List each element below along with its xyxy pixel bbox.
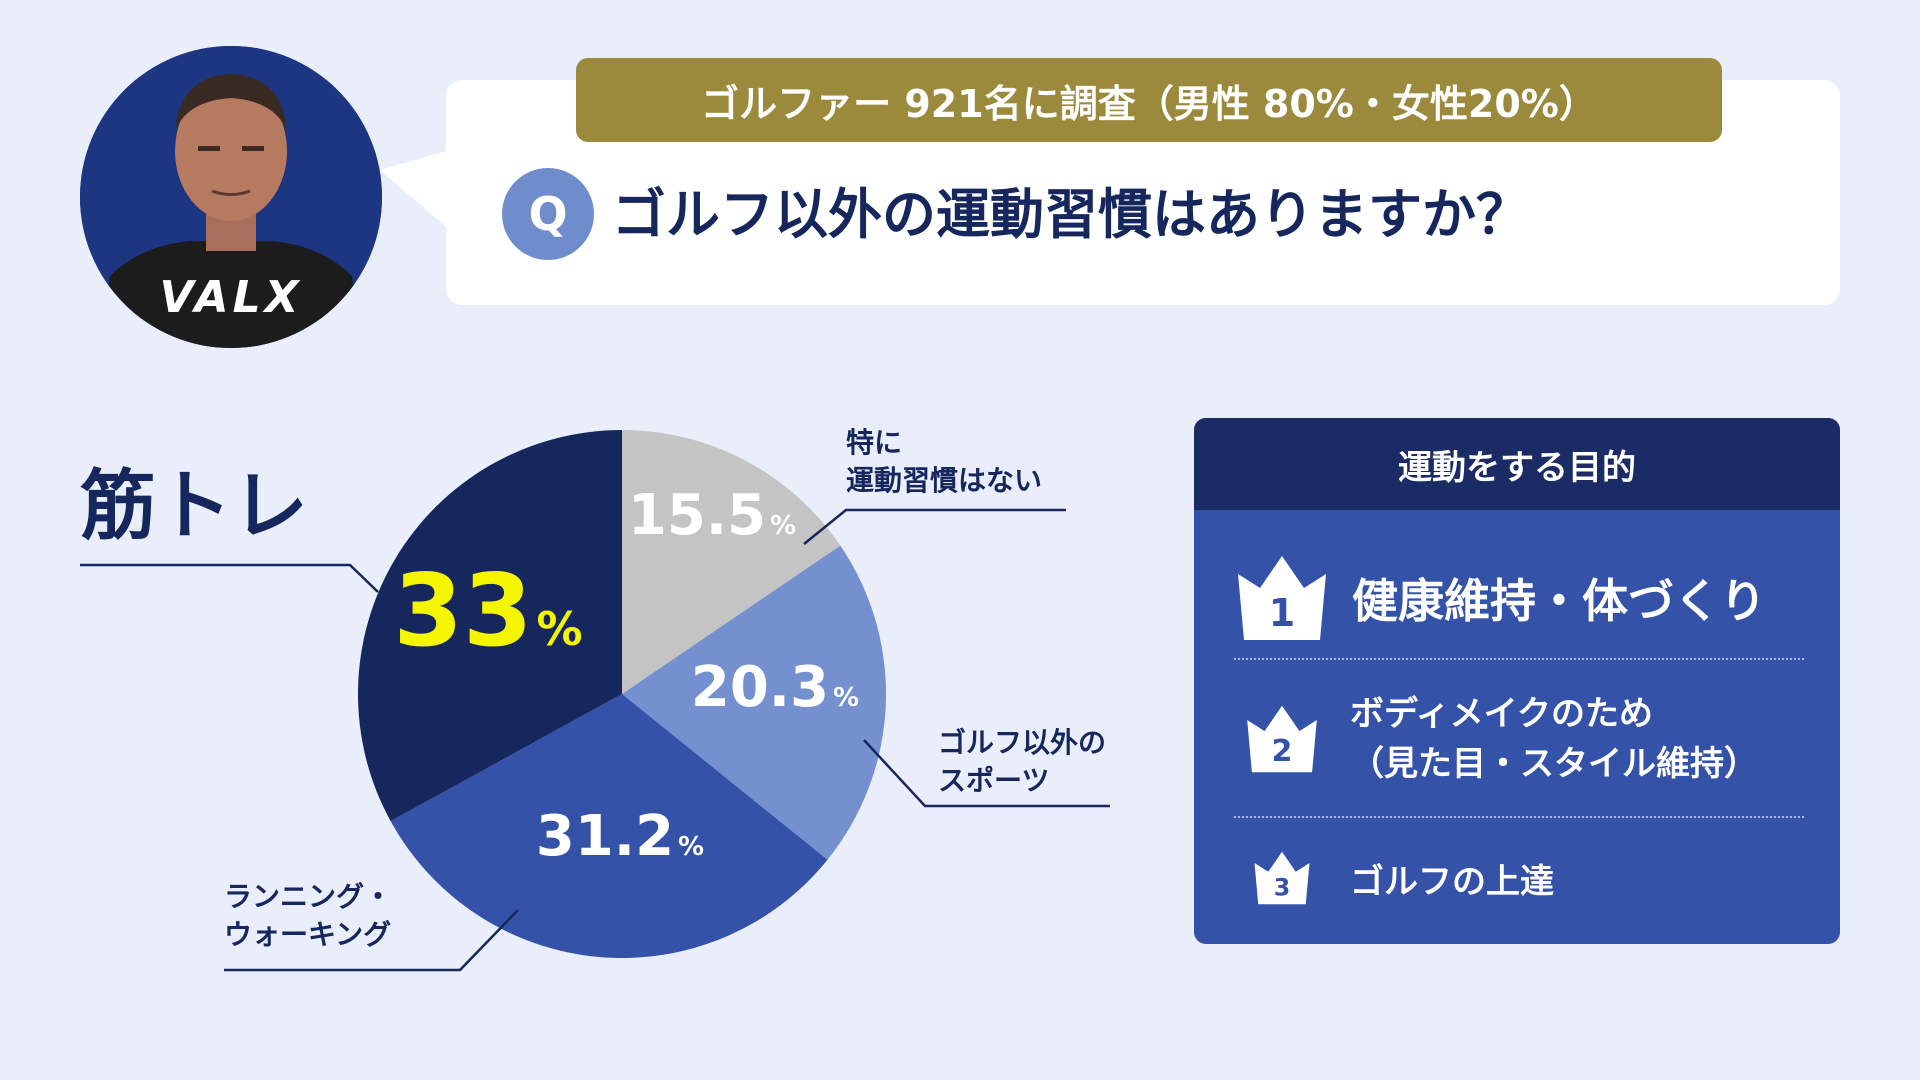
leader-line (80, 563, 379, 593)
slice-value-label: 31.2% (536, 804, 704, 869)
leader-line (803, 508, 1066, 545)
slice-category-label: ゴルフ以外のスポーツ (938, 726, 1106, 797)
slice-value-label: 33% (393, 552, 582, 669)
pie-slice (622, 430, 841, 694)
slice-value-label: 20.3% (691, 655, 859, 720)
slice-category-label: ランニング・ウォーキング (224, 880, 392, 951)
avatar: VALX (80, 46, 382, 348)
purpose-panel: 運動をする目的 1 健康維持・体づくり 2 ボディメイクのため （見た目・スタイ… (1194, 418, 1840, 944)
purpose-item-text: 健康維持・体づくり (1352, 574, 1766, 628)
highlight-category-label: 筋トレ (80, 461, 308, 550)
person-illustration (80, 46, 382, 348)
rank-number: 1 (1269, 591, 1295, 635)
purpose-title: 運動をする目的 (1194, 418, 1840, 510)
leader-line (224, 909, 519, 972)
crown-icon: 3 (1254, 851, 1310, 905)
q-badge: Q (502, 168, 594, 260)
pie-slice (390, 694, 828, 958)
leader-line (863, 739, 1110, 808)
pie-slice (357, 429, 622, 822)
divider (1234, 658, 1804, 660)
purpose-item-2: 2 ボディメイクのため （見た目・スタイル維持） (1234, 680, 1804, 798)
divider (1234, 816, 1804, 818)
purpose-item-1: 1 健康維持・体づくり (1234, 548, 1804, 648)
rank-number: 3 (1274, 874, 1291, 902)
purpose-item-text: ボディメイクのため （見た目・スタイル維持） (1350, 694, 1758, 784)
crown-icon: 1 (1238, 556, 1326, 640)
purpose-item-text: ゴルフの上達 (1350, 861, 1554, 902)
brand-logo: VALX (159, 272, 303, 323)
question-title: ゴルフ以外の運動習慣はありますか？ (612, 183, 1530, 246)
slice-category-label: 特に運動習慣はない (846, 426, 1042, 497)
rank-number: 2 (1272, 734, 1293, 769)
pie-slice (622, 545, 886, 860)
purpose-item-3: 3 ゴルフの上達 (1234, 838, 1804, 918)
crown-icon: 2 (1247, 705, 1317, 773)
slice-value-label: 15.5% (628, 483, 796, 548)
survey-banner: ゴルファー 921名に調査（男性 80%・女性20%） (576, 58, 1722, 142)
